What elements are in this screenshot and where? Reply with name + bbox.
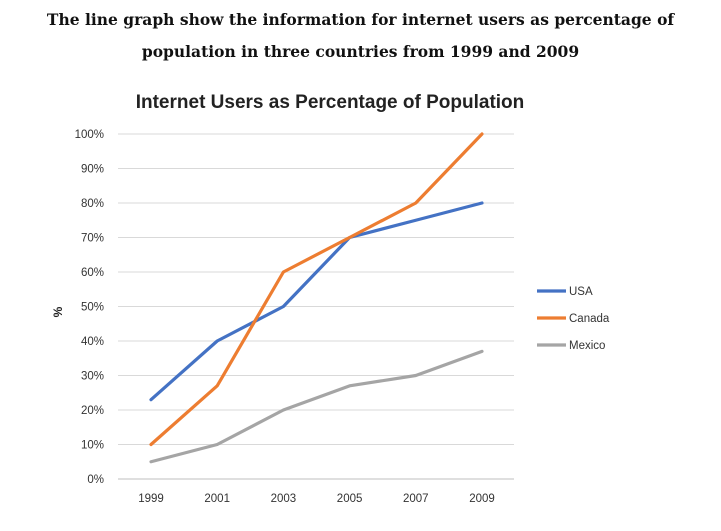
y-tick-label: 10% bbox=[81, 440, 104, 452]
series-layer bbox=[149, 132, 484, 464]
x-tick-label: 2001 bbox=[204, 493, 230, 505]
y-tick-label: 70% bbox=[81, 233, 104, 245]
chart-title: Internet Users as Percentage of Populati… bbox=[136, 92, 525, 113]
heading-line-2: population in three countries from 1999 … bbox=[141, 42, 580, 61]
y-tick-label: 0% bbox=[87, 474, 104, 486]
y-tick-label: 100% bbox=[75, 129, 104, 141]
series-line-canada bbox=[149, 132, 484, 447]
x-tick-label: 2003 bbox=[271, 493, 297, 505]
x-tick-label: 2007 bbox=[403, 493, 429, 505]
legend: USA Canada Mexico bbox=[537, 286, 610, 352]
heading-line-1: The line graph show the information for … bbox=[46, 10, 675, 29]
x-tick-label: 2009 bbox=[469, 493, 495, 505]
y-axis-label: % bbox=[51, 306, 65, 317]
y-tick-label: 80% bbox=[81, 198, 104, 210]
y-tick-label: 20% bbox=[81, 405, 104, 417]
legend-label-usa: USA bbox=[569, 286, 593, 298]
y-tick-label: 40% bbox=[81, 336, 104, 348]
series-line-usa bbox=[149, 201, 484, 402]
legend-label-canada: Canada bbox=[569, 313, 610, 325]
y-tick-label: 30% bbox=[81, 371, 104, 383]
x-tick-label: 1999 bbox=[138, 493, 164, 505]
y-tick-label: 60% bbox=[81, 267, 104, 279]
legend-label-mexico: Mexico bbox=[569, 340, 605, 352]
series-line-mexico bbox=[149, 349, 484, 464]
y-tick-label: 90% bbox=[81, 164, 104, 176]
grid-layer bbox=[118, 133, 514, 480]
x-tick-label: 2005 bbox=[337, 493, 363, 505]
x-tick-labels: 1999 2001 2003 2005 2007 2009 bbox=[138, 493, 495, 505]
y-tick-label: 50% bbox=[81, 302, 104, 314]
y-tick-labels: 0% 10% 20% 30% 40% 50% 60% 70% 80% 90% 100% bbox=[75, 129, 104, 486]
